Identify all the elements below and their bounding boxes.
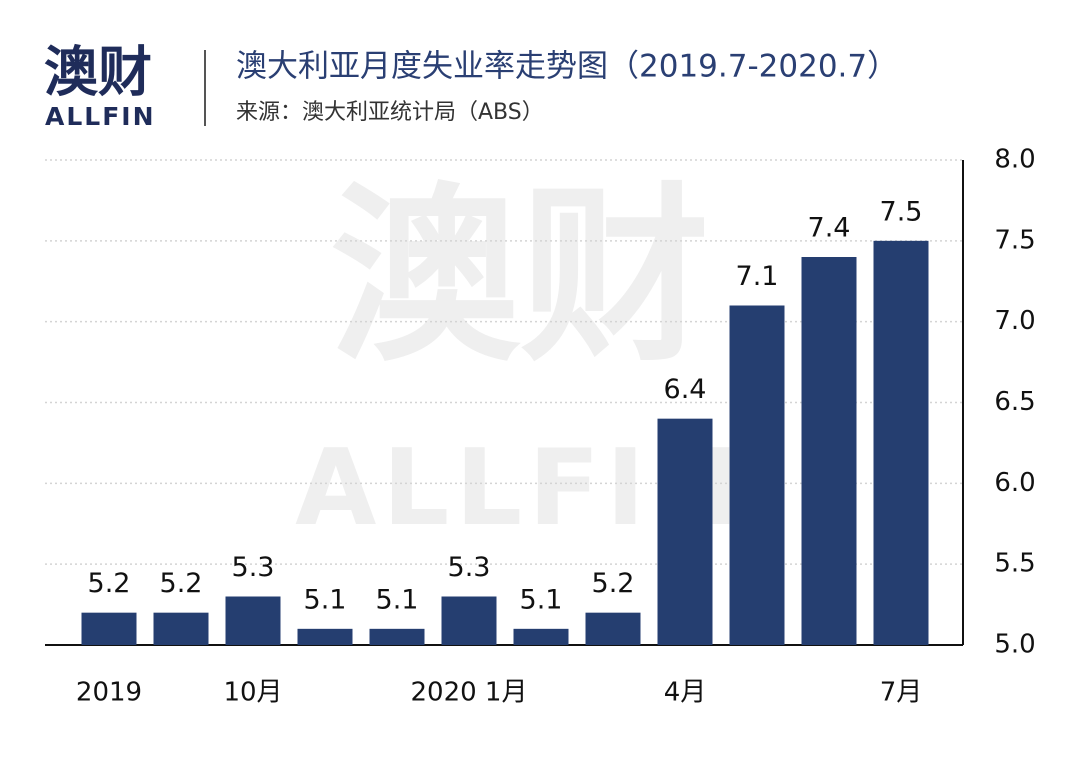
chart-subtitle: 来源：澳大利亚统计局（ABS） bbox=[236, 100, 544, 125]
x-tick-label: 2019 bbox=[76, 678, 142, 708]
y-tick-label: 8.0 bbox=[994, 145, 1035, 175]
y-tick-label: 6.0 bbox=[994, 468, 1035, 498]
watermark-name: 澳财 bbox=[330, 166, 710, 387]
value-label: 7.4 bbox=[808, 213, 851, 244]
bar bbox=[369, 628, 425, 645]
logo-name: 澳财 bbox=[44, 41, 152, 104]
bar bbox=[513, 628, 569, 645]
value-label: 6.4 bbox=[664, 374, 707, 405]
value-label: 5.2 bbox=[592, 568, 635, 599]
logo-brand: ALLFIN bbox=[45, 102, 156, 131]
y-tick-label: 6.5 bbox=[994, 387, 1035, 417]
bar bbox=[585, 612, 641, 645]
chart-title: 澳大利亚月度失业率走势图（2019.7-2020.7） bbox=[236, 49, 898, 85]
value-label: 5.1 bbox=[376, 584, 419, 615]
value-label: 5.1 bbox=[304, 584, 347, 615]
y-tick-label: 5.5 bbox=[994, 549, 1035, 579]
x-tick-label: 4月 bbox=[664, 678, 707, 708]
value-label: 5.3 bbox=[448, 552, 491, 583]
y-tick-label: 5.0 bbox=[994, 630, 1035, 660]
bar bbox=[81, 612, 137, 645]
x-tick-label: 10月 bbox=[223, 678, 282, 708]
value-label: 5.2 bbox=[88, 568, 131, 599]
bar bbox=[873, 240, 929, 646]
value-label: 5.2 bbox=[160, 568, 203, 599]
bar bbox=[801, 257, 857, 645]
bar bbox=[441, 596, 497, 645]
value-label: 5.3 bbox=[232, 552, 275, 583]
x-tick-label: 2020 1月 bbox=[411, 678, 528, 708]
bar bbox=[729, 305, 785, 645]
bar bbox=[657, 418, 713, 645]
bar bbox=[297, 628, 353, 645]
value-label: 5.1 bbox=[520, 584, 563, 615]
bar bbox=[225, 596, 281, 645]
y-tick-label: 7.0 bbox=[994, 306, 1035, 336]
value-label: 7.1 bbox=[736, 261, 779, 292]
bar bbox=[153, 612, 209, 645]
value-label: 7.5 bbox=[880, 196, 923, 227]
x-tick-label: 7月 bbox=[880, 678, 923, 708]
y-tick-label: 7.5 bbox=[994, 225, 1035, 255]
